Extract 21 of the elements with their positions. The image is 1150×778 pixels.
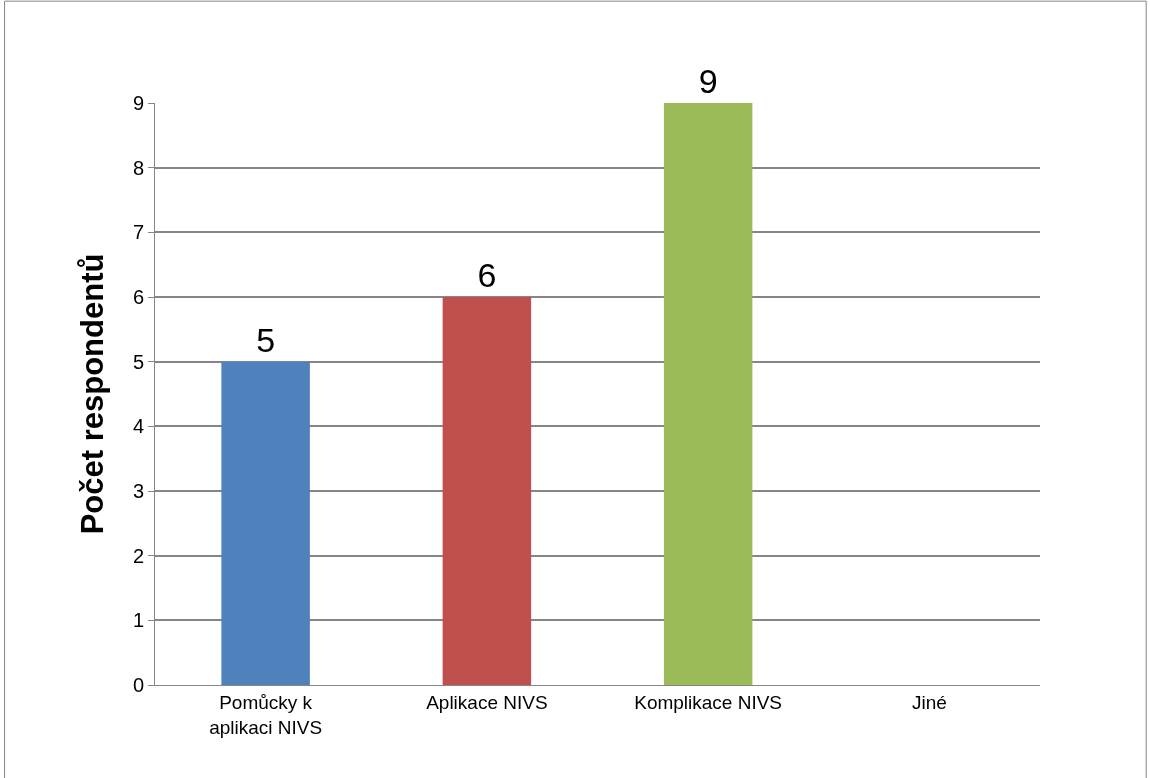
bar	[221, 361, 310, 685]
bar	[442, 297, 532, 685]
data-label: 9	[698, 62, 718, 100]
y-tick-label: 7	[132, 221, 144, 244]
data-label: 6	[477, 256, 497, 294]
y-tick-label: 2	[132, 544, 144, 567]
y-tick-label: 9	[132, 92, 144, 114]
y-tick-label: 8	[132, 156, 144, 179]
y-tick-label: 3	[132, 480, 144, 502]
x-tick-label: Aplikace NIVS	[426, 691, 548, 713]
data-label: 5	[256, 320, 276, 359]
bar	[663, 103, 753, 685]
y-tick-label: 1	[132, 609, 144, 632]
y-tick-label: 5	[132, 350, 144, 373]
y-axis-title: Počet respondentů	[74, 253, 110, 535]
x-tick-label: Komplikace NIVS	[634, 691, 783, 713]
x-tick-label: Jiné	[911, 691, 947, 713]
y-tick-label: 0	[132, 674, 144, 696]
y-tick-label: 4	[132, 415, 144, 438]
y-tick-label: 6	[132, 286, 144, 308]
x-tick-label: Pomůcky k aplikaci NIVS	[209, 691, 323, 738]
